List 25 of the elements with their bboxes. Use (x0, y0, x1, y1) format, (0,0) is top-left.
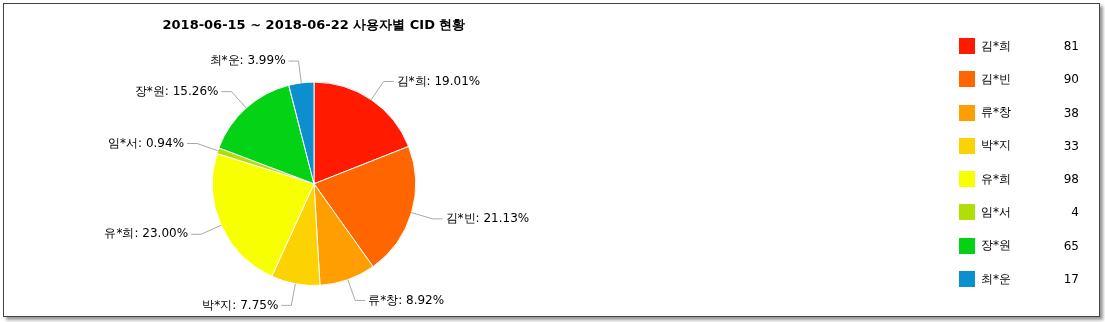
legend-label: 김*빈 (981, 70, 1012, 88)
legend-label: 장*원 (981, 237, 1012, 255)
text: 90 (1062, 72, 1079, 87)
chart-title: 2018-06-15 ~ 2018-06-22 사용자별 CID 현황 (162, 17, 466, 33)
category-label: 유*희: 23.00% (104, 226, 189, 241)
text: 17 (1062, 272, 1079, 287)
text: 81 (1062, 39, 1079, 53)
legend-label: 임*서 (981, 204, 1012, 221)
text: 38 (1062, 105, 1079, 120)
legend-label: 박*지 (981, 137, 1012, 155)
category-label: 김*희: 19.01% (396, 73, 481, 88)
category-label: 류*창: 8.92% (368, 292, 445, 307)
category-label: 장*원: 15.26% (134, 83, 219, 98)
text: 65 (1062, 238, 1079, 253)
legend-label: 최*운 (981, 270, 1012, 288)
text: 33 (1062, 138, 1079, 153)
category-label: 최*운: 3.99% (209, 53, 286, 68)
category-label: 박*지: 7.75% (202, 297, 279, 312)
legend-label: 유*희 (981, 170, 1012, 188)
text: 4 (1070, 205, 1079, 220)
text: 98 (1062, 172, 1079, 187)
category-label: 김*빈: 21.13% (445, 211, 530, 225)
legend-label: 류*창 (981, 104, 1012, 122)
category-label: 임*서: 0.94% (108, 135, 185, 150)
legend-label: 김*희 (981, 37, 1012, 55)
